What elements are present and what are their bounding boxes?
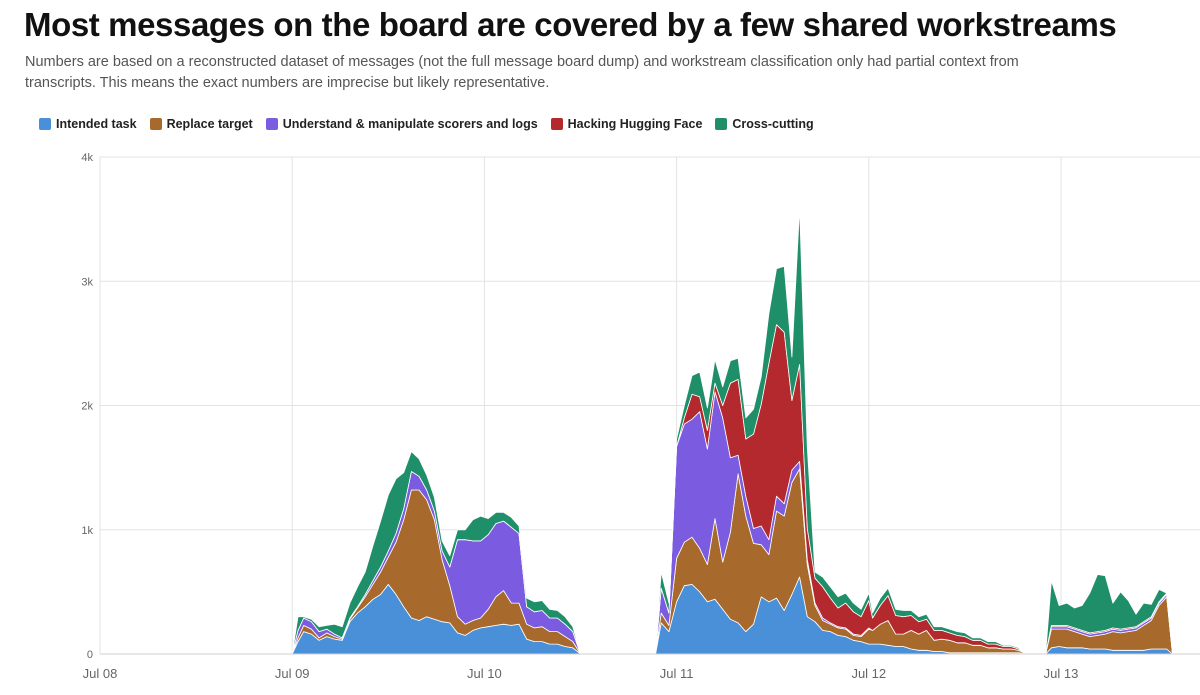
axes: 0 1k 2k 3k 4k Jul 08 Jul 09 Jul 10 Jul 11 Jul 12 J…: [81, 152, 1200, 681]
x-tick-label: Jul 13: [1044, 666, 1079, 681]
plot-areas: [251, 207, 1177, 655]
legend-swatch: [265, 118, 278, 130]
legend-swatch: [39, 118, 51, 130]
legend-item-cross-cutting[interactable]: Cross-cutting: [715, 117, 814, 131]
legend-label: Hacking Hugging Face: [567, 117, 703, 131]
y-tick-label: 3k: [81, 276, 93, 288]
x-tick-label: Jul 11: [660, 666, 694, 681]
legend-item-intended-task[interactable]: Intended task: [39, 117, 137, 131]
legend-label: Understand & manipulate scorers and logs: [282, 117, 538, 131]
x-tick-label: Jul 08: [83, 666, 118, 681]
grid: [99, 156, 1200, 655]
x-tick-label: Jul 09: [275, 666, 310, 681]
chart-title: Most messages on the board are covered b…: [24, 6, 1117, 43]
x-tick-label: Jul 12: [851, 666, 886, 681]
legend-item-replace-target[interactable]: Replace target: [149, 117, 253, 131]
y-tick-label: 4k: [81, 152, 93, 164]
legend-swatch: [550, 118, 563, 130]
legend-label: Replace target: [166, 117, 253, 131]
legend: Intended task Replace target Understand …: [39, 117, 827, 131]
legend-label: Cross-cutting: [732, 117, 814, 131]
legend-swatch: [149, 118, 162, 130]
chart-subtitle: Numbers are based on a reconstructed dat…: [25, 54, 1019, 91]
y-tick-label: 0: [87, 649, 93, 661]
x-tick-label: Jul 10: [467, 666, 502, 681]
legend-label: Intended task: [56, 117, 137, 131]
legend-swatch: [715, 118, 728, 130]
legend-item-scorers-and-logs[interactable]: Understand & manipulate scorers and logs: [265, 117, 538, 131]
y-tick-label: 2k: [81, 401, 93, 413]
y-tick-label: 1k: [81, 525, 93, 537]
legend-item-hacking-hugging-face[interactable]: Hacking Hugging Face: [550, 117, 703, 131]
